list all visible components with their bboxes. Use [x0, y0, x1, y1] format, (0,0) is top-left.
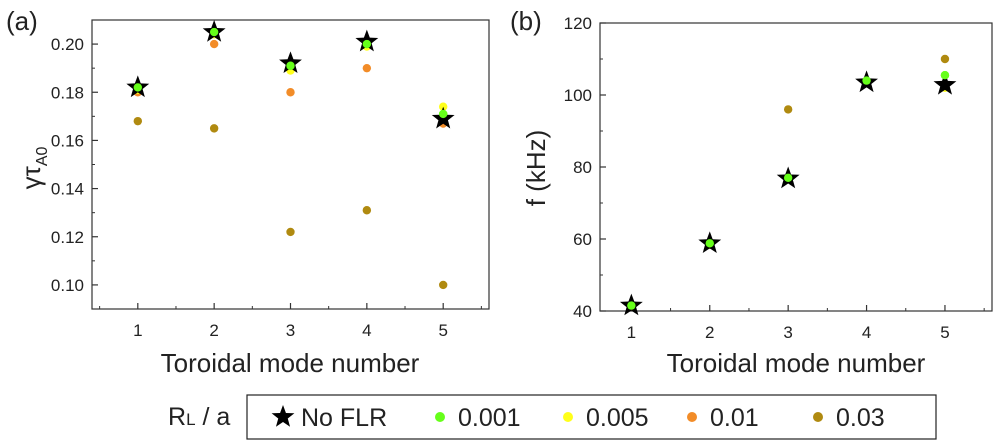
legend-label-no-flr: No FLR — [301, 404, 387, 432]
x-axis-ticks-a: 1 2 3 4 5 — [99, 303, 482, 340]
y-tick-label-b: 40 — [573, 302, 592, 321]
x-tick-label-b: 2 — [705, 323, 714, 342]
y-axis-title-a: γτA0 — [16, 146, 51, 189]
x-tick-label-b: 1 — [627, 323, 636, 342]
point-0-01-a — [286, 88, 295, 97]
panel-b: (b) 40 60 80 100 120 1 2 3 4 5 Toroidal mode num… — [510, 6, 993, 378]
y-tick-label-a: 0.18 — [51, 83, 84, 102]
x-tick-label-a: 4 — [362, 321, 371, 340]
point-0-001-overlay-b — [627, 301, 636, 310]
y-tick-label-b: 60 — [573, 230, 592, 249]
plot-frame-b — [599, 22, 993, 312]
legend-marker-0-01 — [687, 412, 697, 422]
x-tick-label-b: 3 — [783, 323, 792, 342]
x-tick-label-a: 1 — [133, 321, 142, 340]
legend-marker-no-flr — [271, 405, 295, 427]
x-axis-title-b: Toroidal mode number — [667, 348, 926, 378]
point-0-03-a — [286, 227, 295, 237]
y-tick-label-a: 0.16 — [51, 131, 84, 150]
y-axis-ticks-b: 40 60 80 100 120 — [564, 14, 606, 321]
point-0-001-overlay-a — [133, 83, 143, 92]
point-0-03-a — [362, 206, 372, 215]
data-points-b — [619, 54, 957, 316]
point-0-03-b — [940, 54, 950, 64]
x-tick-label-b: 5 — [940, 323, 949, 342]
legend-title-main: R — [168, 403, 186, 431]
legend-title-sub: L — [186, 410, 195, 429]
y-tick-label-b: 120 — [564, 14, 592, 33]
legend-marker-0-005 — [563, 412, 573, 422]
y-tick-label-b: 80 — [573, 158, 592, 177]
x-axis-title-a: Toroidal mode number — [161, 348, 420, 378]
legend-label-0-03: 0.03 — [836, 404, 885, 432]
legend-marker-0-001 — [435, 412, 445, 422]
legend-label-0-005: 0.005 — [586, 404, 649, 432]
panel-b-label: (b) — [510, 6, 542, 36]
point-0-001-overlay-b — [705, 239, 714, 248]
legend-label-0-001: 0.001 — [458, 404, 521, 432]
point-0-001-overlay-b — [783, 173, 793, 182]
legend-title: RL / a — [168, 403, 230, 431]
y-tick-label-a: 0.12 — [51, 228, 84, 247]
point-0-001-overlay-b — [940, 71, 950, 80]
point-0-03-a — [209, 124, 219, 133]
point-no-flr-b — [933, 72, 957, 95]
y-axis-ticks-a: 0.10 0.12 0.14 0.16 0.18 0.20 — [51, 35, 98, 295]
point-0-001-overlay-a — [362, 39, 372, 49]
y-axis-title-a-sub: A0 — [34, 146, 51, 166]
y-axis-title-b: f (kHz) — [521, 130, 551, 207]
data-points-a — [126, 20, 455, 290]
point-0-005-a — [438, 102, 448, 111]
legend-label-0-01: 0.01 — [710, 404, 759, 432]
x-tick-label-a: 3 — [286, 321, 295, 340]
y-tick-label-a: 0.14 — [51, 180, 84, 199]
legend-marker-0-03 — [813, 412, 823, 422]
y-tick-label-a: 0.10 — [51, 276, 84, 295]
x-tick-label-b: 4 — [862, 323, 871, 342]
point-0-03-a — [438, 280, 448, 290]
point-0-001-overlay-a — [286, 61, 295, 70]
panel-a-label: (a) — [6, 6, 38, 36]
point-0-03-b — [783, 105, 793, 114]
point-0-01-a — [209, 39, 219, 49]
legend-box — [246, 394, 937, 440]
point-0-001-overlay-b — [862, 76, 871, 85]
point-0-03-a — [133, 116, 143, 126]
y-tick-label-b: 100 — [564, 86, 592, 105]
y-tick-label-a: 0.20 — [51, 35, 84, 54]
point-0-001-overlay-a — [438, 109, 448, 119]
point-0-001-overlay-a — [209, 27, 219, 37]
x-tick-label-a: 5 — [438, 321, 447, 340]
point-0-01-a — [362, 63, 372, 73]
legend: RL / a No FLR 0.001 0.005 0.01 0.03 — [168, 394, 937, 440]
y-axis-title-a-main: γτ — [16, 165, 46, 189]
x-tick-label-a: 2 — [209, 321, 218, 340]
legend-title-tail: / a — [196, 403, 231, 431]
panel-a: (a) 0.10 0.12 0.14 0.16 0.18 0.20 1 2 3 4 5 Toroi… — [6, 6, 490, 378]
legend-entries: No FLR 0.001 0.005 0.01 0.03 — [271, 404, 885, 432]
